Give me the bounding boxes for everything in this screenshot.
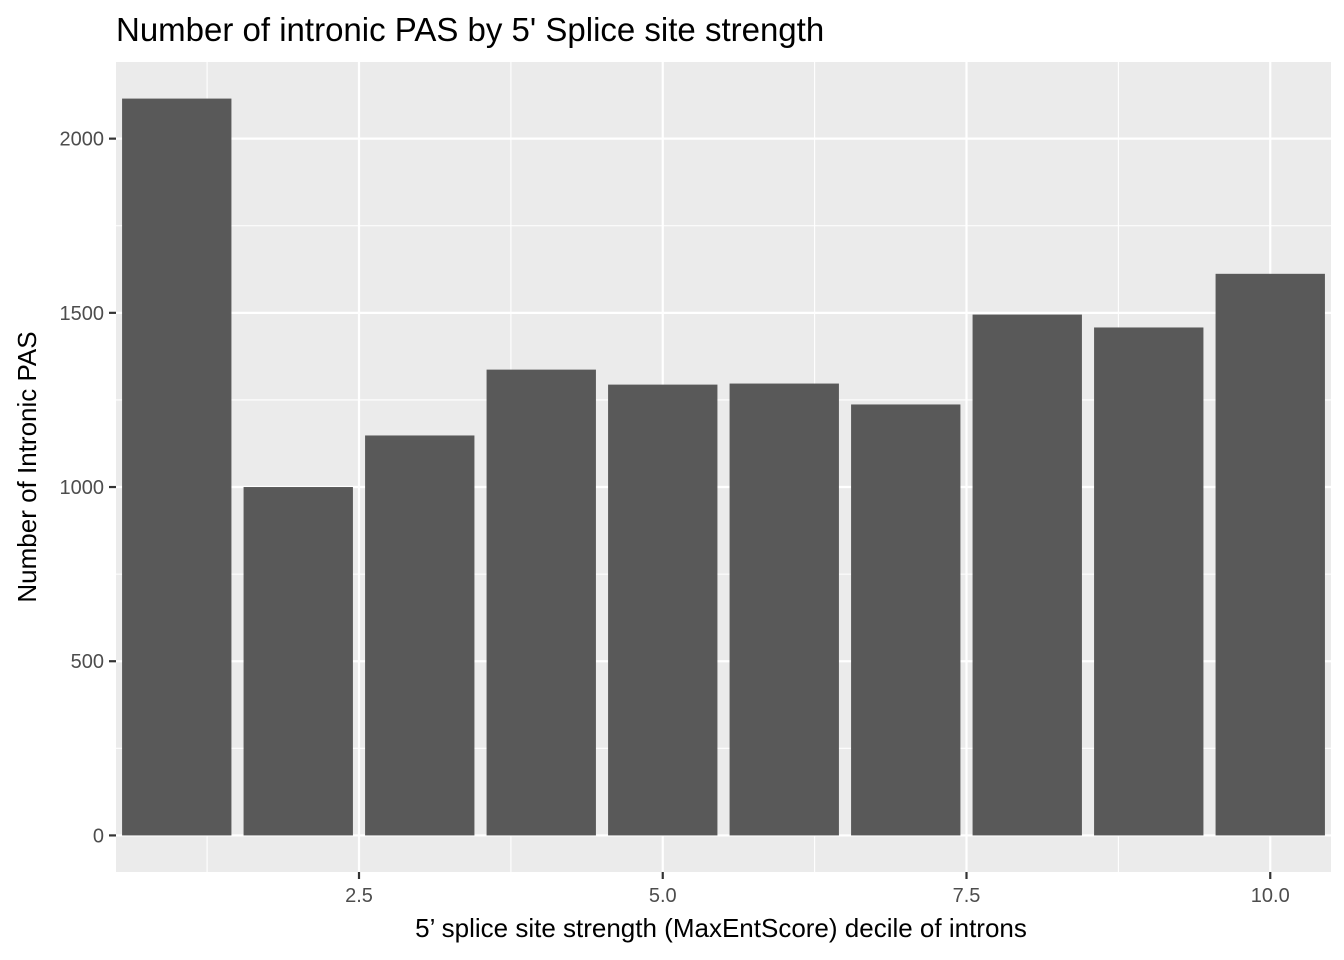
y-tick-label: 2000	[60, 129, 105, 151]
bar-decile-9	[1094, 327, 1204, 836]
y-axis-title: Number of Intronic PAS	[12, 331, 42, 602]
bar-decile-2	[243, 487, 353, 836]
y-tick-label: 500	[71, 651, 104, 673]
bar-decile-5	[608, 384, 718, 836]
y-tick-label: 0	[93, 825, 104, 847]
bar-decile-4	[486, 369, 596, 836]
bar-decile-10	[1215, 273, 1325, 836]
x-tick-label: 10.0	[1251, 885, 1290, 907]
x-axis-title: 5’ splice site strength (MaxEntScore) de…	[415, 913, 1027, 943]
bars	[122, 98, 1325, 836]
x-tick-label: 7.5	[953, 885, 981, 907]
bar-decile-6	[729, 383, 839, 836]
y-tick-label: 1500	[60, 303, 105, 325]
x-tick-label: 2.5	[345, 885, 373, 907]
x-tick-label: 5.0	[649, 885, 677, 907]
bar-decile-7	[851, 404, 961, 836]
bar-decile-1	[122, 98, 232, 836]
bar-decile-8	[972, 314, 1082, 836]
y-axis: 0 500 1000 1500 2000	[60, 129, 116, 847]
y-tick-label: 1000	[60, 477, 105, 499]
bar-decile-3	[365, 435, 475, 836]
chart-title: Number of intronic PAS by 5' Splice site…	[116, 11, 824, 48]
x-axis: 2.5 5.0 7.5 10.0	[345, 872, 1290, 907]
